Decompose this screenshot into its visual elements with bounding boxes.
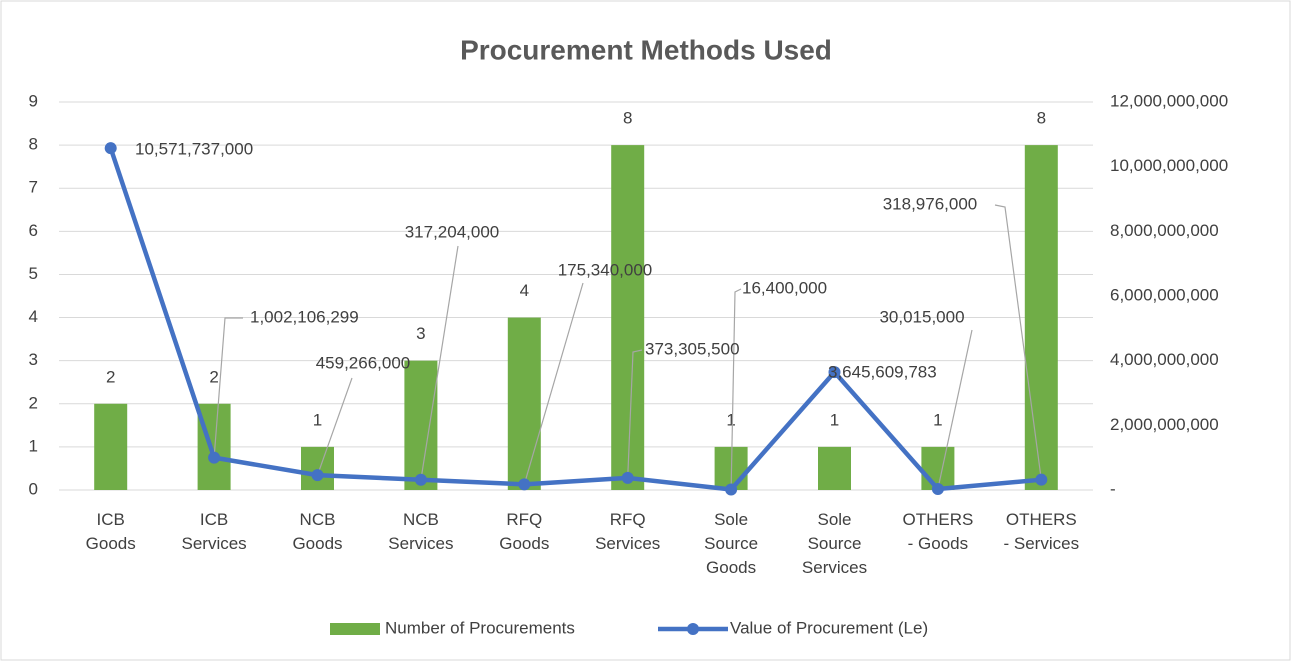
bar	[404, 360, 438, 490]
legend-marker	[687, 623, 699, 635]
line-marker	[828, 366, 841, 379]
x-tick-label: RFQ Services	[595, 510, 660, 553]
y-tick-label: 1	[29, 436, 38, 455]
x-tick-label: OTHERS - Goods	[902, 510, 973, 553]
y-tick-label: 3	[29, 350, 38, 369]
line-marker	[518, 478, 531, 491]
legend-swatch	[330, 623, 380, 635]
y2-tick-label: 2,000,000,000	[1110, 415, 1219, 434]
line-marker	[1035, 473, 1048, 486]
line-marker	[208, 451, 221, 464]
line-marker	[621, 471, 634, 484]
line-value-label: 16,400,000	[742, 278, 827, 297]
y2-tick-label: -	[1110, 479, 1116, 498]
y-tick-label: 5	[29, 264, 38, 283]
x-tick-label: RFQ Goods	[499, 510, 549, 553]
bar-value-label: 1	[726, 410, 735, 429]
bar-value-label: 8	[623, 109, 632, 128]
bar	[507, 317, 541, 490]
leader-line	[627, 349, 643, 478]
line-value-label: 317,204,000	[405, 222, 500, 241]
y-tick-label: 7	[29, 178, 38, 197]
line-marker	[104, 142, 117, 155]
line-value-label: 30,015,000	[879, 307, 964, 326]
y2-tick-label: 10,000,000,000	[1110, 156, 1228, 175]
y-tick-label: 6	[29, 221, 38, 240]
bar-value-label: 1	[313, 410, 322, 429]
x-tick-label: ICB Services	[182, 510, 247, 553]
x-tick-label: ICB Goods	[86, 510, 136, 553]
leader-line	[730, 288, 742, 490]
bar	[921, 446, 955, 490]
leader-line	[316, 377, 353, 476]
leader-line	[213, 317, 243, 458]
y-tick-label: 0	[29, 479, 38, 498]
y-tick-label: 8	[29, 135, 38, 154]
bar-value-label: 1	[933, 410, 942, 429]
leader-line	[994, 204, 1042, 480]
line	[108, 147, 1042, 492]
bar-value-label: 1	[830, 410, 839, 429]
y-tick-label: 2	[29, 393, 38, 412]
bar	[301, 446, 334, 490]
leader-line	[523, 282, 584, 485]
bar	[611, 145, 645, 490]
y2-tick-label: 12,000,000,000	[1110, 91, 1228, 110]
line-marker	[725, 483, 738, 496]
y2-tick-label: 6,000,000,000	[1110, 285, 1219, 304]
bar	[94, 403, 128, 490]
chart-title: Procurement Methods Used	[460, 34, 832, 65]
leader-line	[420, 245, 459, 480]
line-marker	[931, 483, 944, 496]
x-tick-label: Sole Source Goods	[704, 510, 758, 577]
y-tick-label: 4	[29, 307, 38, 326]
line-value-label: 10,571,737,000	[135, 139, 253, 158]
line-marker	[414, 473, 427, 486]
y2-tick-label: 8,000,000,000	[1110, 221, 1219, 240]
bar	[1024, 145, 1058, 490]
y-tick-label: 9	[29, 91, 38, 110]
line-value-label: 175,340,000	[558, 260, 653, 279]
line-marker	[311, 469, 324, 482]
x-tick-label: NCB Goods	[292, 510, 342, 553]
bar-value-label: 8	[1037, 109, 1046, 128]
line-value-label: 3,645,609,783	[828, 362, 937, 381]
bar-value-label: 4	[520, 281, 529, 300]
line-value-label: 1,002,106,299	[250, 307, 359, 326]
legend-label: Number of Procurements	[385, 618, 575, 637]
line-value-label: 459,266,000	[316, 353, 411, 372]
line-value-label: 373,305,500	[645, 339, 740, 358]
bar-value-label: 2	[209, 367, 218, 386]
bar-value-label: 3	[416, 324, 425, 343]
line-value-label: 318,976,000	[883, 194, 978, 213]
y2-tick-label: 4,000,000,000	[1110, 350, 1219, 369]
x-tick-label: NCB Services	[388, 510, 453, 553]
leader-line	[937, 329, 973, 490]
bar-value-label: 2	[106, 367, 115, 386]
bar	[818, 446, 851, 490]
legend-label: Value of Procurement (Le)	[730, 618, 928, 637]
x-tick-label: Sole Source Services	[802, 510, 867, 577]
x-tick-label: OTHERS - Services	[1004, 510, 1080, 553]
